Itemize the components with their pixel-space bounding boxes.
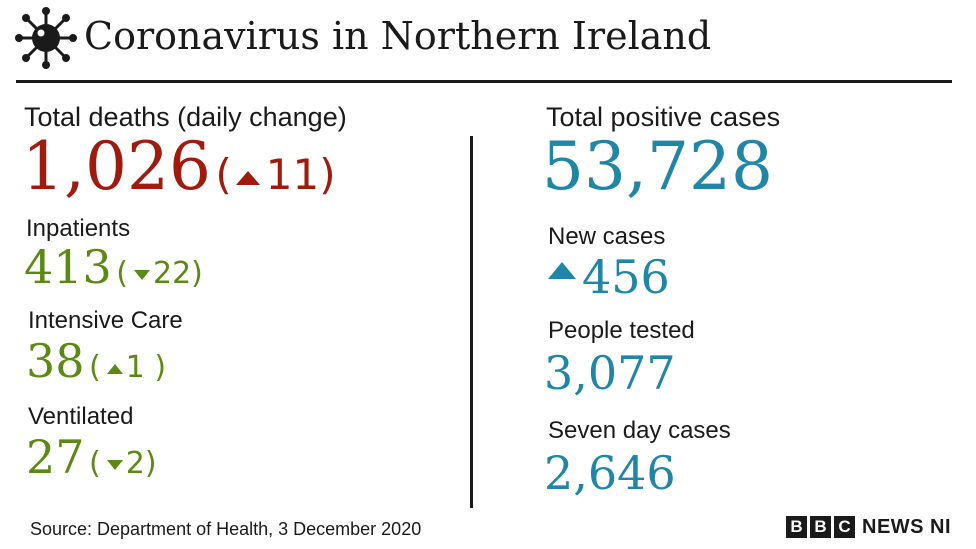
total-cases-value: 53,728 xyxy=(542,128,773,205)
seven-day-value: 2,646 xyxy=(544,446,676,500)
column-divider xyxy=(470,136,473,508)
ventilated-change-value: 2 xyxy=(125,446,145,481)
icu-change: (1 ) xyxy=(89,350,167,385)
icu-value: 38 xyxy=(26,334,85,388)
new-cases-label: New cases xyxy=(548,223,666,250)
deaths-value: 1,026 xyxy=(22,128,211,205)
icu-stat: 38 (1 ) xyxy=(26,338,166,385)
deaths-stat: 1,026 (11) xyxy=(22,134,336,200)
icu-label: Intensive Care xyxy=(28,307,183,334)
deaths-change: (11) xyxy=(215,150,336,199)
deaths-change-value: 11 xyxy=(265,150,320,199)
total-cases-label: Total positive cases xyxy=(546,102,781,132)
people-tested-stat: 3,077 xyxy=(544,350,676,396)
inpatients-label: Inpatients xyxy=(26,215,131,242)
triangle-up-icon xyxy=(106,363,123,374)
virus-icon xyxy=(15,7,77,69)
total-cases-stat: 53,728 xyxy=(542,134,773,200)
triangle-up-icon xyxy=(235,170,260,185)
deaths-label: Total deaths (daily change) xyxy=(24,102,347,132)
icu-change-value: 1 xyxy=(125,350,145,385)
bbc-logo-block: B xyxy=(786,516,807,538)
triangle-down-icon xyxy=(133,269,150,280)
bbc-logo-block: B xyxy=(810,516,831,538)
inpatients-change: (22) xyxy=(116,256,203,291)
news-ni-text: NEWS NI xyxy=(862,516,952,538)
inpatients-stat: 413 (22) xyxy=(24,244,203,291)
new-cases-value: 456 xyxy=(582,250,670,304)
bbc-logo-block: C xyxy=(834,516,855,538)
source-note: Source: Department of Health, 3 December… xyxy=(30,519,422,539)
ventilated-value: 27 xyxy=(26,430,85,484)
inpatients-value: 413 xyxy=(24,240,112,294)
people-tested-value: 3,077 xyxy=(544,346,676,400)
bbc-news-ni-logo: B B C NEWS NI xyxy=(786,516,951,538)
seven-day-label: Seven day cases xyxy=(548,417,731,444)
triangle-down-icon xyxy=(106,459,123,470)
seven-day-stat: 2,646 xyxy=(544,450,676,496)
ventilated-change: (2) xyxy=(89,446,157,481)
page-title: Coronavirus in Northern Ireland xyxy=(84,14,712,58)
ventilated-stat: 27 (2) xyxy=(26,434,157,481)
people-tested-label: People tested xyxy=(548,317,695,344)
triangle-up-icon xyxy=(548,262,576,279)
inpatients-change-value: 22 xyxy=(152,256,192,291)
new-cases-stat: 456 xyxy=(548,254,670,300)
header-divider xyxy=(16,80,952,83)
ventilated-label: Ventilated xyxy=(28,403,134,430)
